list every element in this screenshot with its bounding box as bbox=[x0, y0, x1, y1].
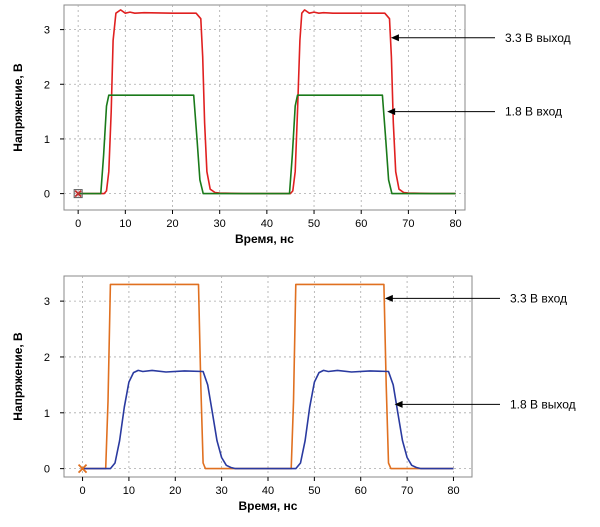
y-axis-title: Напряжение, В bbox=[11, 63, 25, 152]
y-tick-label: 3 bbox=[44, 296, 50, 308]
y-tick-label: 2 bbox=[44, 352, 50, 364]
y-tick-label: 2 bbox=[44, 79, 50, 91]
origin-marker-x bbox=[77, 463, 88, 474]
y-tick-label: 1 bbox=[44, 134, 50, 146]
x-axis-title: Время, нс bbox=[239, 499, 298, 513]
x-tick-label: 40 bbox=[261, 218, 273, 230]
annotation-label: 1.8 В выход bbox=[510, 397, 576, 411]
annotation-arrow-head bbox=[384, 294, 393, 302]
annotation-arrow-head bbox=[394, 400, 403, 408]
annotation-label: 1.8 В вход bbox=[505, 105, 562, 119]
origin-marker-box bbox=[73, 189, 83, 199]
x-tick-label: 0 bbox=[75, 218, 81, 230]
x-tick-label: 60 bbox=[355, 485, 367, 497]
x-tick-label: 80 bbox=[447, 485, 459, 497]
annotation-label: 3.3 В вход bbox=[510, 291, 567, 305]
x-tick-label: 0 bbox=[79, 485, 85, 497]
x-tick-label: 10 bbox=[123, 485, 135, 497]
x-tick-label: 10 bbox=[119, 218, 131, 230]
x-tick-label: 80 bbox=[449, 218, 461, 230]
x-tick-label: 30 bbox=[216, 485, 228, 497]
annotation-arrow-head bbox=[387, 108, 396, 116]
y-tick-label: 0 bbox=[44, 189, 50, 201]
x-axis-title: Время, нс bbox=[235, 232, 294, 246]
x-tick-label: 20 bbox=[169, 485, 181, 497]
x-tick-label: 40 bbox=[262, 485, 274, 497]
y-tick-label: 0 bbox=[44, 464, 50, 476]
annotation-label: 3.3 В выход bbox=[505, 31, 571, 45]
x-tick-label: 70 bbox=[402, 218, 414, 230]
x-tick-label: 60 bbox=[355, 218, 367, 230]
y-tick-label: 3 bbox=[44, 25, 50, 37]
x-tick-label: 20 bbox=[166, 218, 178, 230]
y-axis-title: Напряжение, В bbox=[11, 332, 25, 421]
annotation-arrow-head bbox=[390, 34, 399, 42]
x-tick-label: 50 bbox=[308, 218, 320, 230]
x-tick-label: 50 bbox=[308, 485, 320, 497]
origin-marker-x bbox=[74, 189, 82, 198]
series-line-1 bbox=[82, 369, 454, 470]
x-tick-label: 30 bbox=[214, 218, 226, 230]
x-tick-label: 70 bbox=[401, 485, 413, 497]
series-line-1 bbox=[78, 94, 456, 195]
y-tick-label: 1 bbox=[44, 408, 50, 420]
series-line-0 bbox=[78, 9, 456, 195]
